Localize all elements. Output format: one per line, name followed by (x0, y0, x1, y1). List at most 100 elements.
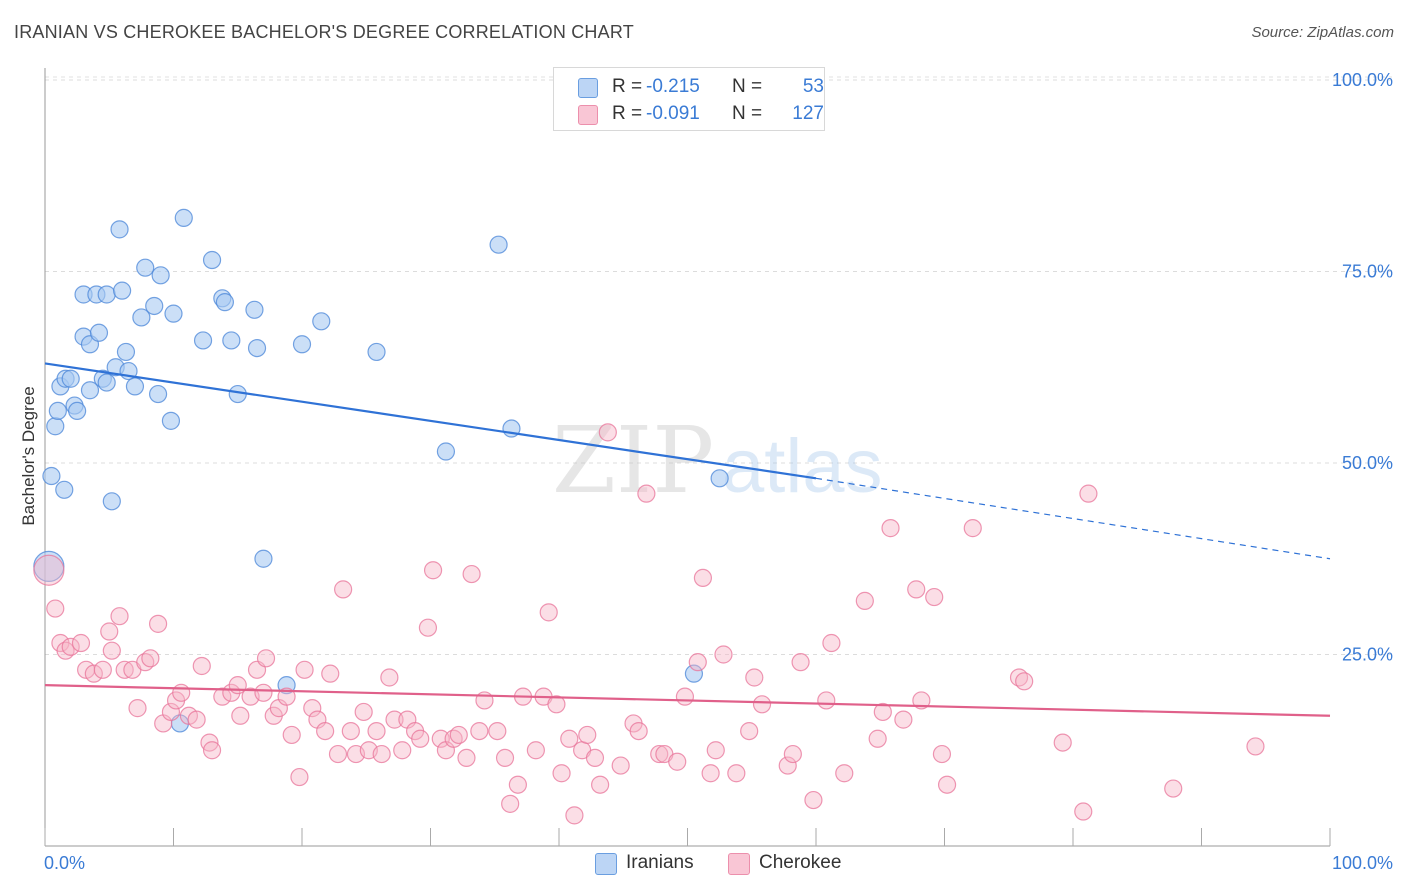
point-cherokee (547, 695, 566, 714)
point-iranians (164, 304, 183, 323)
point-cherokee (873, 702, 892, 722)
bottom-legend-label-cherokee: Cherokee (759, 852, 842, 873)
point-iranians (174, 208, 193, 227)
point-cherokee (187, 710, 206, 729)
point-cherokee (423, 561, 443, 580)
watermark-atlas: atlas (722, 424, 883, 509)
point-cherokee (295, 660, 314, 679)
point-cherokee (932, 744, 952, 764)
point-cherokee (578, 725, 597, 745)
point-cherokee (254, 683, 273, 702)
tick-labels: 25.0% 50.0% 75.0% 100.0% 0.0% 100.0% (44, 70, 1393, 873)
point-cherokee (963, 519, 982, 538)
point-iranians (254, 549, 273, 568)
point-cherokee (141, 649, 160, 668)
source-credit: Source: ZipAtlas.com (1251, 24, 1394, 41)
point-cherokee (835, 764, 854, 783)
point-iranians (61, 369, 80, 388)
point-cherokee (71, 633, 91, 653)
grid-lines (45, 76, 1392, 655)
point-iranians (110, 220, 129, 239)
point-iranians (102, 492, 121, 511)
point-cherokee (804, 790, 823, 810)
point-cherokee (110, 607, 129, 626)
point-cherokee (783, 744, 802, 764)
point-cherokee (372, 744, 391, 764)
point-iranians (202, 250, 222, 270)
point-cherokee (629, 721, 648, 741)
point-cherokee (1074, 802, 1093, 821)
point-cherokee (526, 741, 545, 760)
point-cherokee (148, 614, 168, 633)
y-tick-label: 50.0% (1342, 453, 1393, 473)
point-cherokee (303, 699, 322, 718)
legend-n-value: 127 (792, 103, 824, 124)
point-iranians (46, 417, 65, 436)
point-cherokee (881, 519, 900, 538)
data-points (33, 208, 1265, 825)
y-tick-label: 75.0% (1342, 262, 1393, 282)
point-iranians (222, 331, 241, 350)
watermark-zip: ZIP (552, 407, 714, 514)
stats-legend: R = -0.215 N = 53 R = -0.091 N = 127 (553, 67, 825, 131)
point-iranians (245, 300, 264, 319)
legend-swatch-cherokee (578, 105, 598, 125)
point-cherokee (341, 721, 360, 741)
point-cherokee (457, 748, 476, 768)
point-cherokee (591, 775, 610, 794)
point-iranians (55, 480, 74, 499)
y-tick-label: 100.0% (1332, 70, 1393, 90)
point-cherokee (637, 484, 656, 503)
point-cherokee (84, 664, 103, 683)
point-cherokee (508, 775, 527, 794)
point-cherokee (1246, 737, 1265, 756)
point-cherokee (1164, 779, 1183, 798)
point-cherokee (385, 710, 404, 729)
legend-swatch-iranians (578, 78, 598, 98)
point-cherokee (598, 423, 617, 442)
point-cherokee (1079, 484, 1098, 503)
point-cherokee (61, 637, 80, 656)
point-iranians (292, 335, 312, 354)
trend-line-cherokee (44, 684, 1331, 717)
point-cherokee (172, 683, 191, 702)
point-iranians (112, 281, 132, 300)
point-cherokee (411, 729, 430, 748)
bottom-legend-swatch-cherokee (728, 853, 750, 875)
x-tick-label-max: 100.0% (1332, 853, 1393, 873)
point-iranians (42, 466, 61, 486)
point-cherokee (693, 568, 713, 588)
point-cherokee (192, 656, 211, 676)
point-cherokee (321, 664, 340, 683)
chart-title: IRANIAN VS CHEROKEE BACHELOR'S DEGREE CO… (14, 22, 634, 42)
y-axis-title: Bachelor's Degree (19, 386, 38, 525)
point-cherokee (231, 706, 250, 725)
point-cherokee (912, 691, 931, 710)
point-cherokee (650, 744, 669, 764)
point-iranians (48, 401, 67, 421)
point-cherokee (93, 660, 112, 679)
point-cherokee (1015, 672, 1034, 691)
point-iranians (97, 373, 116, 392)
point-cherokee (380, 668, 399, 687)
point-cherokee (740, 721, 759, 741)
point-cherokee (161, 702, 181, 722)
point-cherokee (115, 660, 134, 679)
point-cherokee (925, 587, 944, 607)
trend-line-iranians (44, 362, 817, 480)
y-tick-label: 25.0% (1342, 645, 1393, 665)
point-iranians (684, 664, 704, 683)
point-cherokee (495, 748, 515, 768)
point-cherokee (213, 687, 232, 706)
point-cherokee (202, 741, 222, 760)
point-cherokee (565, 806, 584, 825)
point-cherokee (462, 564, 481, 584)
point-cherokee (688, 653, 707, 672)
point-iranians (161, 411, 181, 430)
point-cherokee (752, 695, 772, 714)
point-cherokee (894, 710, 913, 729)
point-cherokee (937, 775, 957, 794)
point-cherokee (470, 721, 489, 741)
legend-r-value: -0.091 (646, 103, 700, 124)
point-cherokee (290, 767, 309, 787)
